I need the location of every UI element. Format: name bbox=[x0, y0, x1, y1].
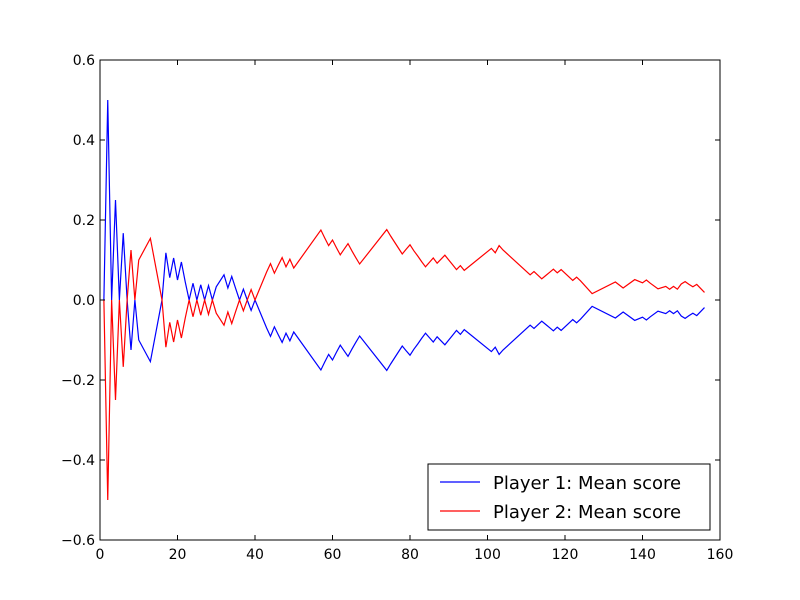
x-tick-label: 40 bbox=[246, 547, 264, 563]
x-tick-label: 120 bbox=[552, 547, 579, 563]
y-tick-label: 0.2 bbox=[73, 213, 95, 229]
x-tick-label: 80 bbox=[401, 547, 419, 563]
plot-area bbox=[100, 60, 720, 540]
x-tick-label: 140 bbox=[629, 547, 656, 563]
y-axis-ticks: −0.6 −0.4 −0.2 0.0 0.2 0.4 0.6 bbox=[61, 53, 720, 549]
series-line-player-2 bbox=[103, 228, 705, 501]
x-tick-label: 60 bbox=[324, 547, 342, 563]
y-tick-label: −0.4 bbox=[61, 453, 95, 469]
x-tick-label: 100 bbox=[474, 547, 501, 563]
y-tick-label: −0.6 bbox=[61, 533, 95, 549]
y-tick-label: 0.4 bbox=[73, 133, 95, 149]
y-tick-label: 0.0 bbox=[73, 293, 95, 309]
x-axis-ticks: 0 20 40 60 80 100 120 140 160 bbox=[96, 60, 734, 563]
x-tick-label: 20 bbox=[169, 547, 187, 563]
y-tick-label: −0.2 bbox=[61, 373, 95, 389]
y-tick-label: 0.6 bbox=[73, 53, 95, 69]
x-tick-label: 160 bbox=[707, 547, 734, 563]
series-layer bbox=[103, 99, 705, 501]
legend: Player 1: Mean score Player 2: Mean scor… bbox=[427, 463, 711, 531]
x-tick-label: 0 bbox=[96, 547, 105, 563]
series-line-player-1 bbox=[103, 99, 705, 372]
legend-label-player-1: Player 1: Mean score bbox=[493, 473, 681, 494]
legend-box bbox=[427, 463, 711, 531]
legend-label-player-2: Player 2: Mean score bbox=[493, 502, 681, 523]
